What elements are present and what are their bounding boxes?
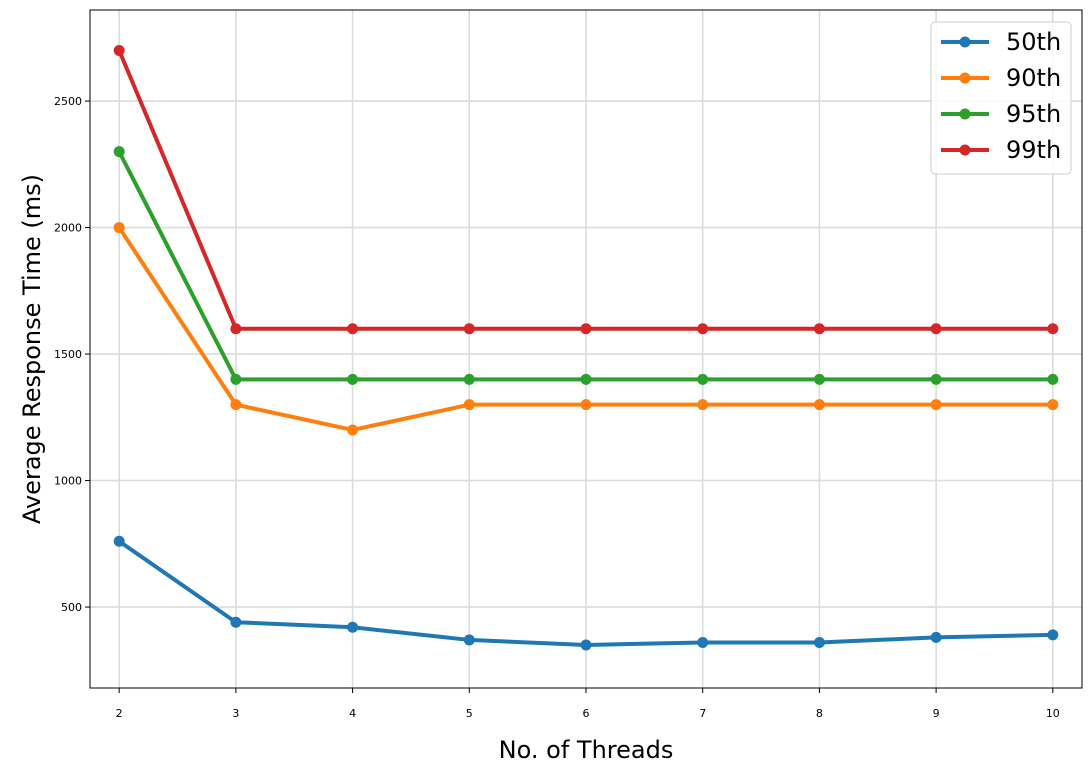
legend-swatch-marker bbox=[959, 108, 971, 120]
data-point bbox=[463, 634, 475, 646]
x-axis-ticks: 2 3 4 5 6 7 8 9 10 bbox=[116, 688, 1060, 720]
data-point bbox=[697, 373, 709, 385]
y-tick-label: 1500 bbox=[54, 348, 82, 361]
data-point bbox=[347, 373, 359, 385]
data-point bbox=[697, 399, 709, 411]
legend-item-99th: 99th bbox=[941, 136, 1061, 164]
series-99th bbox=[113, 44, 1059, 335]
data-point bbox=[230, 373, 242, 385]
data-point bbox=[113, 44, 125, 56]
data-point bbox=[1047, 373, 1059, 385]
data-point bbox=[230, 323, 242, 335]
x-tick-label: 10 bbox=[1046, 707, 1060, 720]
data-point bbox=[813, 323, 825, 335]
legend-label: 50th bbox=[1006, 28, 1061, 56]
data-point bbox=[697, 636, 709, 648]
data-point bbox=[113, 146, 125, 158]
data-point bbox=[930, 373, 942, 385]
x-tick-label: 2 bbox=[116, 707, 123, 720]
legend-swatch-marker bbox=[959, 72, 971, 84]
data-point bbox=[813, 373, 825, 385]
data-point bbox=[1047, 399, 1059, 411]
y-tick-label: 2500 bbox=[54, 95, 82, 108]
x-tick-label: 9 bbox=[933, 707, 940, 720]
x-axis-label: No. of Threads bbox=[499, 736, 674, 764]
data-point bbox=[580, 373, 592, 385]
legend-item-50th: 50th bbox=[941, 28, 1061, 56]
y-tick-label: 2000 bbox=[54, 222, 82, 235]
data-point bbox=[463, 373, 475, 385]
series-layer bbox=[113, 44, 1059, 651]
legend-swatch-marker bbox=[959, 144, 971, 156]
data-point bbox=[463, 399, 475, 411]
data-point bbox=[1047, 323, 1059, 335]
legend-box bbox=[930, 21, 1072, 175]
data-point bbox=[580, 399, 592, 411]
data-point bbox=[813, 399, 825, 411]
data-point bbox=[113, 222, 125, 234]
y-axis-label: Average Response Time (ms) bbox=[18, 174, 46, 524]
data-point bbox=[347, 424, 359, 436]
x-tick-label: 7 bbox=[699, 707, 706, 720]
data-point bbox=[230, 616, 242, 628]
series-50th bbox=[113, 535, 1059, 651]
data-point bbox=[347, 621, 359, 633]
data-point bbox=[347, 323, 359, 335]
legend-item-90th: 90th bbox=[941, 64, 1061, 92]
data-point bbox=[930, 631, 942, 643]
data-point bbox=[580, 323, 592, 335]
x-tick-label: 3 bbox=[232, 707, 239, 720]
grid-lines bbox=[90, 10, 1082, 688]
data-point bbox=[813, 636, 825, 648]
y-axis-ticks: 500 1000 1500 2000 2500 bbox=[54, 95, 90, 614]
series-95th bbox=[113, 146, 1059, 385]
series-90th bbox=[113, 222, 1059, 436]
data-point bbox=[930, 399, 942, 411]
legend-label: 90th bbox=[1006, 64, 1061, 92]
data-point bbox=[463, 323, 475, 335]
x-tick-label: 4 bbox=[349, 707, 356, 720]
x-tick-label: 5 bbox=[466, 707, 473, 720]
legend-item-95th: 95th bbox=[941, 100, 1061, 128]
data-point bbox=[580, 639, 592, 651]
legend-swatch-marker bbox=[959, 36, 971, 48]
legend: 50th 90th 95th 99th bbox=[930, 21, 1072, 175]
y-tick-label: 1000 bbox=[54, 475, 82, 488]
data-point bbox=[697, 323, 709, 335]
data-point bbox=[230, 399, 242, 411]
data-point bbox=[930, 323, 942, 335]
x-tick-label: 6 bbox=[583, 707, 590, 720]
data-point bbox=[113, 535, 125, 547]
legend-label: 95th bbox=[1006, 100, 1061, 128]
legend-label: 99th bbox=[1006, 136, 1061, 164]
y-tick-label: 500 bbox=[61, 601, 82, 614]
data-point bbox=[1047, 629, 1059, 641]
x-tick-label: 8 bbox=[816, 707, 823, 720]
